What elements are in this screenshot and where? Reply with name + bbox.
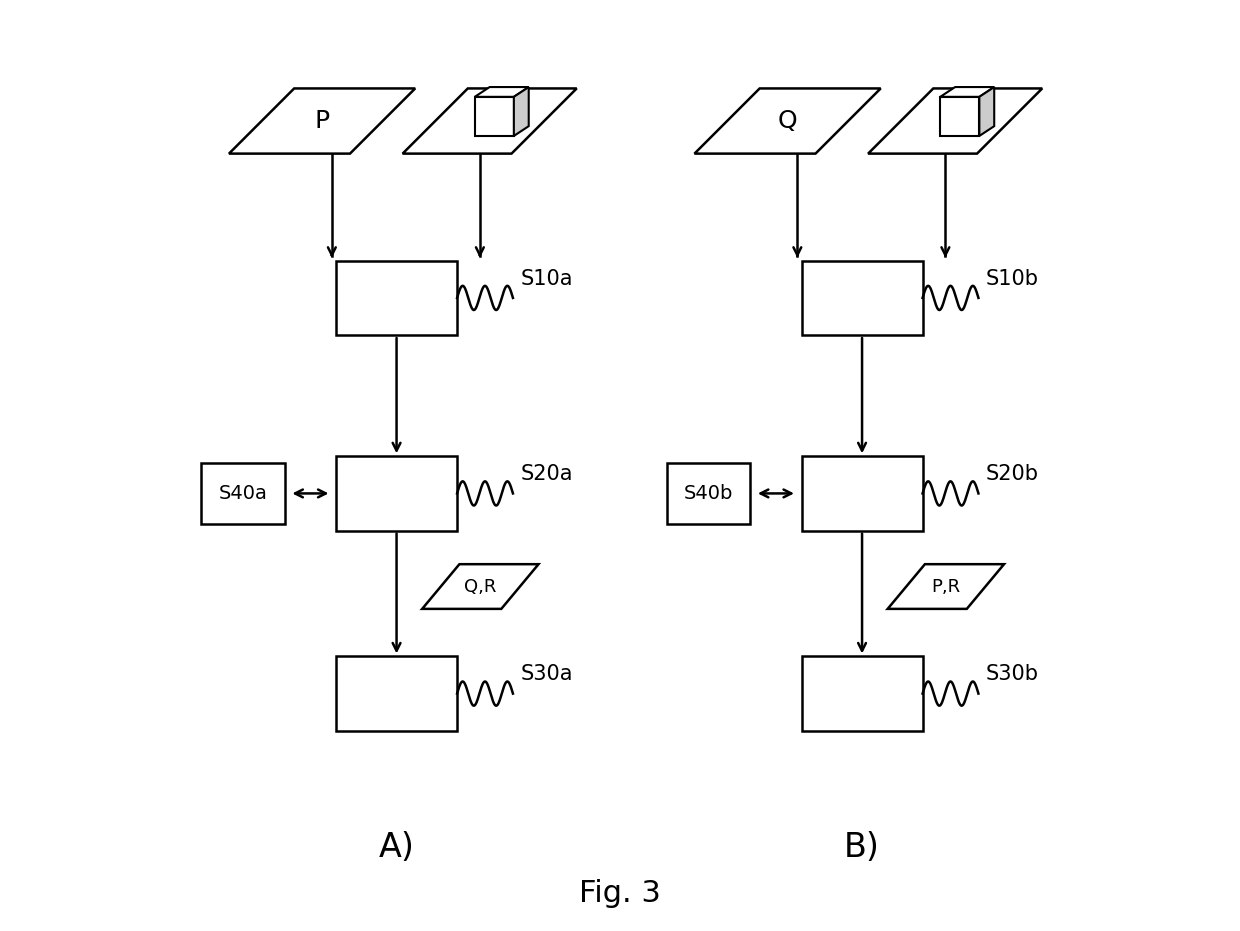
Text: Q: Q (777, 109, 797, 133)
Text: B): B) (844, 830, 880, 864)
Bar (201, 464, 285, 523)
Polygon shape (940, 88, 994, 97)
Text: Fig. 3: Fig. 3 (579, 879, 661, 909)
Bar (940, 97, 980, 136)
Text: S10a: S10a (521, 269, 573, 289)
Polygon shape (513, 88, 528, 136)
Text: A): A) (378, 830, 414, 864)
Bar (336, 456, 458, 531)
Text: S10b: S10b (986, 269, 1039, 289)
Polygon shape (980, 88, 994, 136)
Polygon shape (403, 88, 577, 154)
Text: P,R: P,R (931, 577, 961, 596)
Text: S20a: S20a (521, 465, 573, 484)
Text: P: P (315, 109, 330, 133)
Text: S30a: S30a (521, 665, 573, 684)
Polygon shape (694, 88, 880, 154)
Bar (475, 97, 513, 136)
Text: Q,R: Q,R (464, 577, 496, 596)
Bar (801, 456, 923, 531)
Bar (667, 464, 750, 523)
Polygon shape (868, 88, 1042, 154)
Text: S40b: S40b (683, 484, 733, 503)
Text: S30b: S30b (986, 665, 1039, 684)
Polygon shape (888, 564, 1004, 609)
Bar (801, 261, 923, 335)
Polygon shape (422, 564, 538, 609)
Bar (336, 656, 458, 731)
Text: S40a: S40a (218, 484, 268, 503)
Bar (801, 656, 923, 731)
Polygon shape (229, 88, 415, 154)
Text: S20b: S20b (986, 465, 1039, 484)
Bar (336, 261, 458, 335)
Polygon shape (475, 88, 528, 97)
